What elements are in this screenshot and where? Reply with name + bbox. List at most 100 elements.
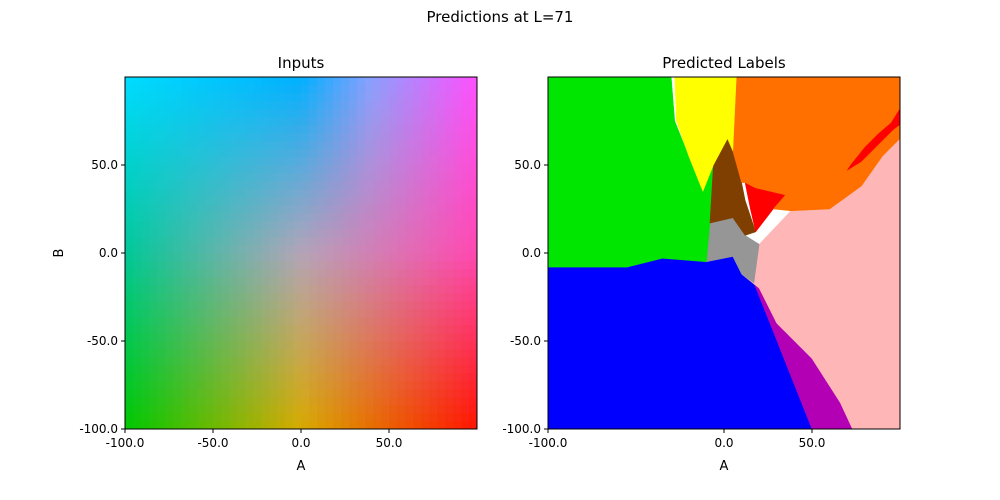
inputs-color-cell <box>205 109 214 118</box>
inputs-color-cell <box>245 181 254 190</box>
inputs-color-cell <box>261 349 270 358</box>
inputs-color-cell <box>205 205 214 214</box>
inputs-color-cell <box>253 301 262 310</box>
inputs-color-cell <box>397 301 406 310</box>
inputs-color-cell <box>133 405 142 414</box>
inputs-color-cell <box>453 277 462 286</box>
inputs-color-cell <box>261 285 270 294</box>
inputs-color-cell <box>309 125 318 134</box>
inputs-color-cell <box>293 293 302 302</box>
inputs-color-cell <box>173 277 182 286</box>
inputs-color-cell <box>165 253 174 262</box>
inputs-color-cell <box>261 317 270 326</box>
inputs-color-cell <box>157 293 166 302</box>
inputs-color-cell <box>213 397 222 406</box>
inputs-color-cell <box>237 253 246 262</box>
inputs-color-cell <box>165 93 174 102</box>
inputs-color-cell <box>157 317 166 326</box>
inputs-color-cell <box>269 381 278 390</box>
inputs-color-cell <box>189 373 198 382</box>
inputs-color-cell <box>453 157 462 166</box>
inputs-color-cell <box>317 165 326 174</box>
inputs-color-cell <box>293 365 302 374</box>
inputs-color-cell <box>317 245 326 254</box>
inputs-color-cell <box>261 261 270 270</box>
inputs-color-cell <box>469 181 477 190</box>
inputs-color-cell <box>469 109 477 118</box>
inputs-color-cell <box>453 293 462 302</box>
inputs-color-cell <box>237 293 246 302</box>
inputs-color-cell <box>133 205 142 214</box>
inputs-color-cell <box>181 141 190 150</box>
inputs-color-cell <box>405 157 414 166</box>
inputs-color-cell <box>229 93 238 102</box>
inputs-color-cell <box>173 173 182 182</box>
inputs-color-cell <box>253 221 262 230</box>
inputs-color-cell <box>285 261 294 270</box>
inputs-color-cell <box>381 197 390 206</box>
inputs-color-cell <box>253 277 262 286</box>
inputs-color-cell <box>157 133 166 142</box>
inputs-color-cell <box>197 405 206 414</box>
inputs-color-cell <box>469 405 477 414</box>
inputs-color-cell <box>437 245 446 254</box>
inputs-color-cell <box>285 357 294 366</box>
inputs-color-cell <box>245 141 254 150</box>
inputs-color-cell <box>365 245 374 254</box>
inputs-color-cell <box>213 157 222 166</box>
inputs-color-cell <box>293 285 302 294</box>
inputs-color-cell <box>421 269 430 278</box>
inputs-color-cell <box>421 109 430 118</box>
inputs-color-cell <box>309 253 318 262</box>
inputs-color-cell <box>213 301 222 310</box>
inputs-color-cell <box>301 181 310 190</box>
inputs-color-cell <box>381 133 390 142</box>
inputs-color-cell <box>293 141 302 150</box>
inputs-color-cell <box>261 397 270 406</box>
inputs-color-cell <box>213 373 222 382</box>
inputs-color-cell <box>165 341 174 350</box>
inputs-color-cell <box>413 325 422 334</box>
inputs-color-cell <box>469 285 477 294</box>
inputs-color-cell <box>221 269 230 278</box>
inputs-color-cell <box>245 317 254 326</box>
inputs-color-cell <box>325 261 334 270</box>
inputs-color-cell <box>405 101 414 110</box>
inputs-color-cell <box>285 413 294 422</box>
inputs-color-cell <box>261 205 270 214</box>
inputs-color-cell <box>437 261 446 270</box>
inputs-color-cell <box>253 389 262 398</box>
inputs-color-cell <box>325 317 334 326</box>
inputs-color-cell <box>365 317 374 326</box>
inputs-color-cell <box>237 261 246 270</box>
inputs-color-cell <box>165 77 174 86</box>
inputs-color-cell <box>445 149 454 158</box>
inputs-color-cell <box>253 253 262 262</box>
inputs-color-cell <box>165 277 174 286</box>
inputs-color-cell <box>389 245 398 254</box>
inputs-color-cell <box>205 253 214 262</box>
inputs-color-cell <box>125 173 134 182</box>
inputs-color-cell <box>429 157 438 166</box>
inputs-color-cell <box>413 397 422 406</box>
inputs-color-cell <box>469 157 477 166</box>
inputs-color-cell <box>397 261 406 270</box>
inputs-color-cell <box>365 77 374 86</box>
inputs-color-cell <box>165 245 174 254</box>
inputs-color-cell <box>405 381 414 390</box>
inputs-color-cell <box>341 173 350 182</box>
inputs-color-cell <box>173 221 182 230</box>
inputs-color-cell <box>325 157 334 166</box>
inputs-color-cell <box>261 221 270 230</box>
inputs-color-cell <box>269 229 278 238</box>
predicted-y-tick-label: -50.0 <box>510 334 541 348</box>
inputs-color-cell <box>141 93 150 102</box>
inputs-color-cell <box>157 413 166 422</box>
inputs-color-cell <box>285 93 294 102</box>
inputs-color-cell <box>269 197 278 206</box>
inputs-color-cell <box>437 181 446 190</box>
inputs-color-cell <box>381 261 390 270</box>
inputs-color-cell <box>397 141 406 150</box>
inputs-color-cell <box>253 77 262 86</box>
inputs-color-cell <box>261 165 270 174</box>
